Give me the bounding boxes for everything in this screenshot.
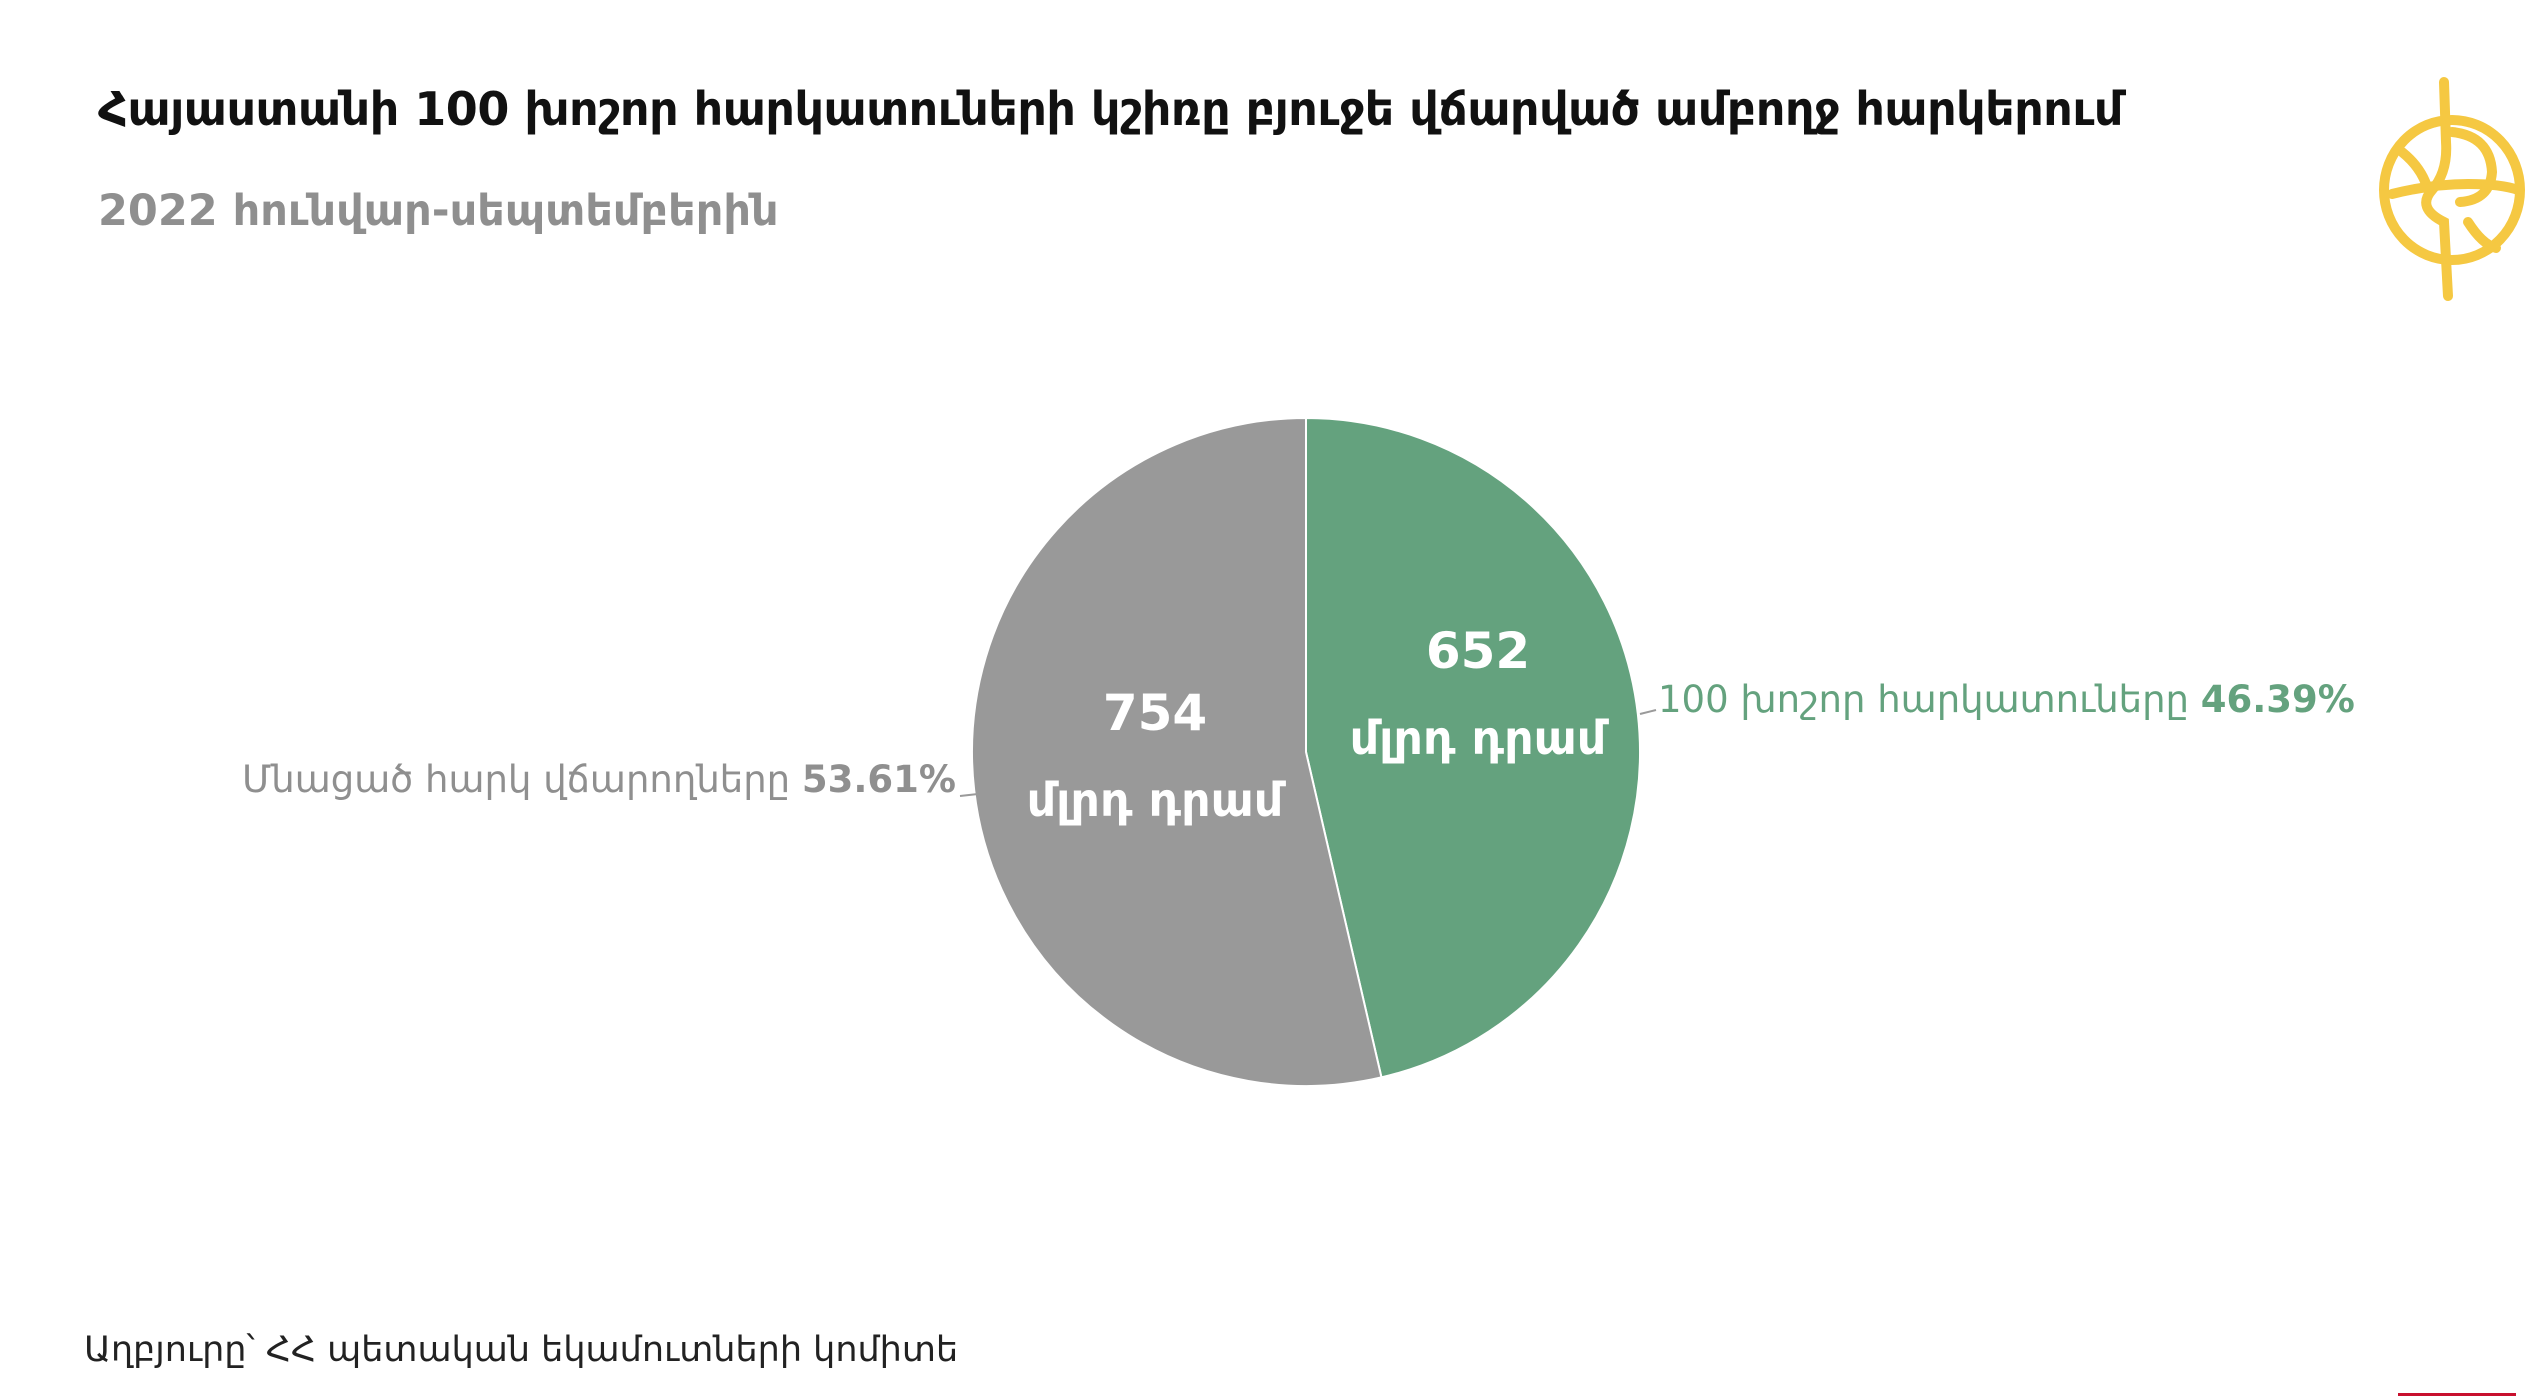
publisher-logo-icon <box>2379 77 2525 301</box>
slice-category-label: 100 խոշոր հարկատուները 46.39% <box>1658 678 2355 721</box>
slice-value-label: 652 <box>1426 622 1530 680</box>
chart-subtitle: 2022 հունվար-սեպտեմբերին <box>98 186 779 236</box>
pie-slice <box>1305 416 1641 1079</box>
slice-unit-label: մլրդ դրամ <box>1027 773 1287 827</box>
leader-line <box>959 793 979 797</box>
chart-title: Հայաստանի 100 խոշոր հարկատուների կշիռը բ… <box>98 82 2123 136</box>
accent-line <box>2398 1393 2516 1396</box>
slice-percent: 53.61% <box>802 758 956 801</box>
slice-category-label: Մնացած հարկ վճարողները 53.61% <box>242 758 956 801</box>
slice-name: Մնացած հարկ վճարողները <box>242 758 802 801</box>
source-note: Աղբյուրը՝ ՀՀ պետական եկամուտների կոմիտե <box>84 1330 959 1370</box>
slice-percent: 46.39% <box>2201 678 2355 721</box>
slice-name: 100 խոշոր հարկատուները <box>1658 678 2201 721</box>
slice-unit-label: մլրդ դրամ <box>1350 711 1610 765</box>
slice-value-label: 754 <box>1103 684 1207 742</box>
pie-slice <box>971 416 1383 1087</box>
leader-line <box>1639 709 1657 715</box>
